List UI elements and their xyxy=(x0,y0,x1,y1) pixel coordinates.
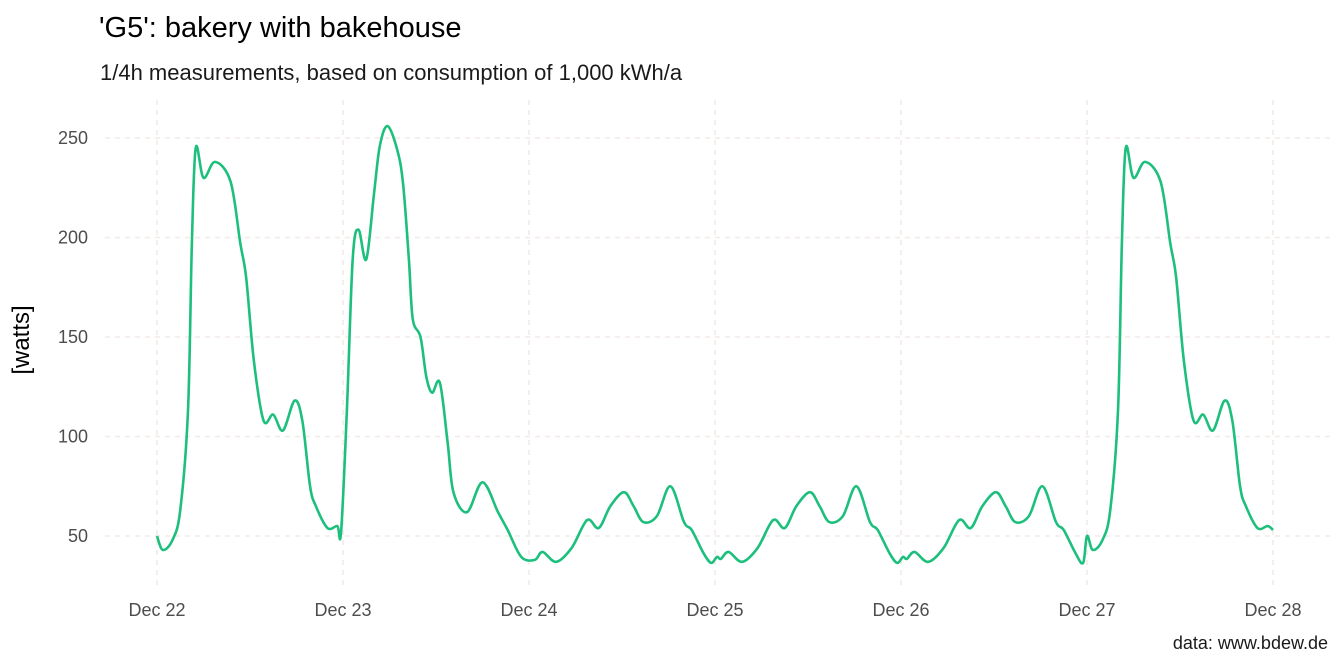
y-tick-label: 150 xyxy=(58,327,88,347)
x-tick-label: Dec 28 xyxy=(1244,600,1301,620)
x-axis-ticks: Dec 22 Dec 23 Dec 24 Dec 25 Dec 26 Dec 27 Dec … xyxy=(128,600,1301,620)
grid xyxy=(105,100,1330,590)
x-tick-label: Dec 23 xyxy=(314,600,371,620)
y-tick-label: 250 xyxy=(58,128,88,148)
x-tick-label: Dec 25 xyxy=(686,600,743,620)
y-tick-label: 200 xyxy=(58,228,88,248)
y-tick-label: 100 xyxy=(58,427,88,447)
x-tick-label: Dec 27 xyxy=(1058,600,1115,620)
x-tick-label: Dec 24 xyxy=(500,600,557,620)
x-tick-label: Dec 26 xyxy=(872,600,929,620)
x-tick-label: Dec 22 xyxy=(128,600,185,620)
y-axis-ticks: 50 100 150 200 250 xyxy=(58,128,88,546)
y-tick-label: 50 xyxy=(68,526,88,546)
chart-subtitle: 1/4h measurements, based on consumption … xyxy=(100,60,683,85)
chart-title: 'G5': bakery with bakehouse xyxy=(99,12,462,44)
series-line xyxy=(155,124,1274,565)
chart-caption: data: www.bdew.de xyxy=(1172,633,1328,653)
